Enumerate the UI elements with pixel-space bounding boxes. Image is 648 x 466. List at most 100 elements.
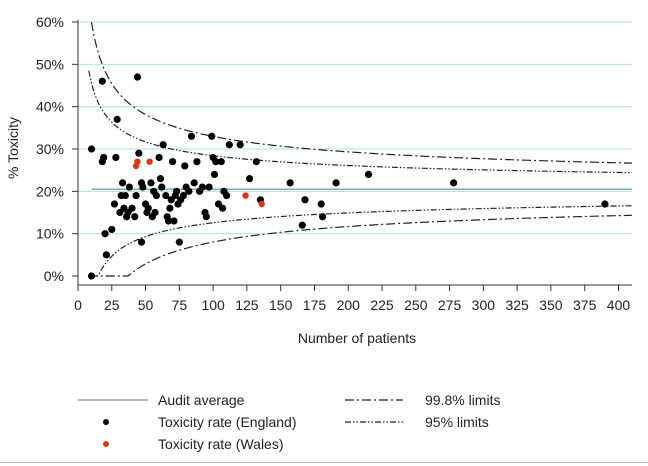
legend-swatch-audit-average — [78, 399, 148, 401]
england-point — [298, 221, 306, 229]
y-axis-label: % Toxicity — [5, 117, 21, 179]
x-tick-label-225: 225 — [370, 297, 394, 313]
x-tick-label-350: 350 — [539, 297, 563, 313]
england-point — [112, 153, 120, 162]
england-point — [181, 162, 189, 170]
england-point — [108, 225, 116, 234]
limit-curve-95-lower — [88, 205, 632, 277]
england-point — [125, 183, 133, 191]
chart-legend: Audit average Toxicity rate (England) To… — [0, 386, 648, 456]
england-point — [301, 196, 309, 204]
england-point — [236, 141, 244, 149]
england-point — [450, 179, 458, 187]
england-point — [205, 183, 213, 191]
england-point — [210, 170, 219, 178]
england-point — [318, 213, 327, 221]
england-point — [101, 230, 109, 238]
england-point — [128, 204, 136, 212]
england-point — [217, 158, 225, 166]
england-point — [152, 191, 160, 200]
england-point — [332, 179, 340, 187]
legend-swatch-99-8-limits — [345, 399, 403, 401]
bottom-rule — [0, 462, 648, 463]
x-tick-label-25: 25 — [104, 297, 120, 313]
england-point — [190, 179, 198, 187]
x-tick-label-325: 325 — [505, 297, 529, 313]
england-point — [155, 153, 163, 162]
y-tick-label-50: 50% — [36, 56, 64, 72]
grid-lines — [78, 21, 632, 235]
x-tick-label-250: 250 — [404, 297, 428, 313]
england-point — [179, 191, 187, 200]
england-point — [601, 200, 609, 208]
limit-curve-99-8-upper — [90, 22, 632, 164]
england-point — [185, 187, 193, 195]
england-point — [110, 200, 119, 208]
funnel-plot-chart: 0% 10% 20% 30% 40% 50% 60% 0 25 50 75 100 125 150 175 2… — [5, 14, 632, 346]
england-point — [151, 208, 159, 217]
legend-item-england: Toxicity rate (England) — [78, 412, 297, 432]
england-point — [317, 200, 325, 208]
england-point — [98, 77, 106, 85]
england-point — [100, 153, 108, 162]
legend-label-wales: Toxicity rate (Wales) — [158, 436, 284, 452]
legend-label-95-limits: 95% limits — [425, 414, 489, 430]
england-point — [162, 191, 170, 200]
england-point — [218, 204, 227, 212]
england-point — [212, 158, 220, 166]
england-point — [158, 183, 166, 191]
england-point — [135, 149, 143, 157]
wales-point — [242, 192, 249, 199]
england-point — [198, 183, 206, 191]
x-tick-label-300: 300 — [472, 297, 496, 313]
england-point — [131, 213, 139, 221]
england-point — [118, 179, 127, 187]
x-tick-label-150: 150 — [269, 297, 293, 313]
y-tick-label-60: 60% — [36, 14, 64, 30]
england-point — [87, 145, 96, 153]
england-point — [147, 179, 155, 187]
x-axis-label: Number of patients — [298, 330, 416, 346]
x-tick-label-125: 125 — [235, 297, 259, 313]
england-point — [137, 238, 146, 246]
x-tick-label-100: 100 — [201, 297, 225, 313]
england-point — [170, 217, 178, 225]
x-tick-label-375: 375 — [573, 297, 597, 313]
england-point — [225, 141, 233, 149]
legend-swatch-england — [103, 419, 109, 425]
x-tick-label-175: 175 — [303, 297, 327, 313]
y-tick-label-0: 0% — [44, 268, 64, 284]
england-point — [121, 191, 129, 200]
legend-label-99-8-limits: 99.8% limits — [425, 392, 501, 408]
x-tick-label-275: 275 — [438, 297, 462, 313]
england-point — [175, 238, 183, 246]
england-point — [286, 179, 294, 187]
x-tick-label-200: 200 — [337, 297, 361, 313]
wales-point — [258, 200, 265, 208]
england-point — [193, 158, 201, 166]
limit-curve-99-8-lower — [88, 214, 632, 277]
england-point — [133, 73, 142, 81]
legend-swatch-95-limits — [345, 421, 403, 423]
tick-labels: 0% 10% 20% 30% 40% 50% 60% 0 25 50 75 100 125 150 175 2… — [36, 14, 630, 313]
england-point — [202, 213, 210, 221]
legend-swatch-wales — [103, 441, 109, 447]
england-point — [208, 132, 216, 140]
legend-item-99-8-limits: 99.8% limits — [345, 390, 500, 410]
data-points — [87, 73, 609, 280]
england-point — [156, 175, 165, 183]
england-point — [252, 158, 260, 166]
england-point — [187, 132, 196, 140]
england-point — [223, 191, 231, 200]
england-point — [87, 272, 96, 280]
legend-item-wales: Toxicity rate (Wales) — [78, 434, 284, 454]
axes — [72, 20, 632, 291]
x-tick-label-0: 0 — [74, 297, 82, 313]
x-tick-label-50: 50 — [138, 297, 154, 313]
y-tick-label-30: 30% — [36, 141, 64, 157]
limit-lines — [88, 22, 632, 277]
england-point — [102, 251, 110, 259]
wales-point — [146, 158, 153, 165]
england-point — [164, 217, 173, 225]
